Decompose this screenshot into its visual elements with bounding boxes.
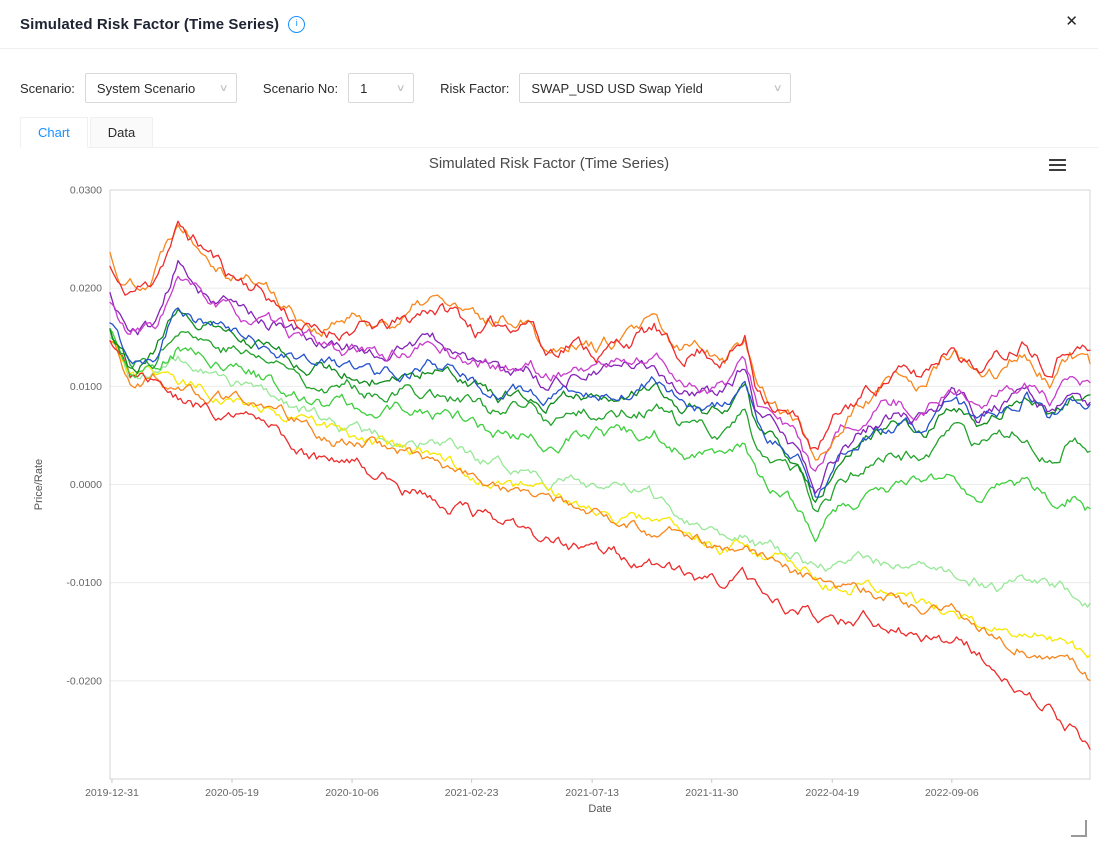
series-line-magenta [109,275,1091,472]
scenario-select-value: System Scenario [96,80,196,96]
chevron-down-icon: ∨ [218,82,229,94]
series-line-green-mid [109,328,1091,543]
y-axis-title: Price/Rate [33,459,45,510]
y-tick-label: 0.0000 [70,479,102,491]
risk-factor-label: Risk Factor: [440,80,510,96]
y-tick-label: -0.0200 [66,675,102,687]
y-tick-label: 0.0200 [70,283,102,295]
chart-panel: Simulated Risk Factor (Time Series) 0.03… [0,148,1098,824]
chevron-down-icon: ∨ [772,82,783,94]
series-line-orange-b [109,340,1091,682]
series-line-green-light [109,336,1091,608]
series-line-green-dark-b [109,329,1091,513]
x-axis-title: Date [588,803,611,815]
info-icon[interactable]: i [288,15,306,33]
scenario-no-label: Scenario No: [262,80,339,96]
filter-bar: Scenario: System Scenario ∨ Scenario No:… [0,49,1098,103]
y-tick-label: 0.0300 [70,185,102,197]
x-tick-label: 2021-02-23 [445,787,499,799]
modal-header: Simulated Risk Factor (Time Series) i ✕ [0,0,1098,49]
x-tick-label: 2019-12-31 [85,787,139,799]
x-tick-label: 2020-10-06 [325,787,379,799]
modal-title: Simulated Risk Factor (Time Series) [20,15,280,33]
chevron-down-icon: ∨ [395,82,406,94]
tab-data[interactable]: Data [89,117,154,148]
x-tick-label: 2021-11-30 [685,787,738,799]
hamburger-menu-icon[interactable] [1049,159,1066,174]
risk-factor-select-value: SWAP_USD USD Swap Yield [531,80,703,96]
risk-factor-select[interactable]: SWAP_USD USD Swap Yield ∨ [519,73,792,103]
tab-chart[interactable]: Chart [20,117,88,148]
y-tick-label: 0.0100 [70,381,102,393]
series-line-blue [109,307,1091,498]
series-line-red-a [109,220,1091,451]
plot-border [109,189,1091,780]
resize-handle-icon[interactable] [1071,820,1087,837]
series-line-red-b [109,340,1091,750]
x-tick-label: 2022-04-19 [805,787,859,799]
scenario-select[interactable]: System Scenario ∨ [84,73,237,103]
x-tick-label: 2020-05-19 [205,787,259,799]
chart-title: Simulated Risk Factor (Time Series) [428,155,670,172]
x-tick-label: 2022-09-06 [925,787,979,799]
scenario-label: Scenario: [20,80,75,96]
timeseries-chart: 0.0300 0.0200 0.0100 0.0000 -0.0100 -0.0200 20… [33,185,1091,815]
series-line-yellow [109,340,1091,659]
close-icon[interactable]: ✕ [1065,13,1078,30]
tab-bar: Chart Data [20,117,1098,148]
series-line-orange-a [109,224,1091,461]
y-tick-label: -0.0100 [66,577,102,589]
scenario-no-select[interactable]: 1 ∨ [348,73,415,103]
scenario-no-select-value: 1 [360,80,368,96]
x-tick-label: 2021-07-13 [565,787,619,799]
